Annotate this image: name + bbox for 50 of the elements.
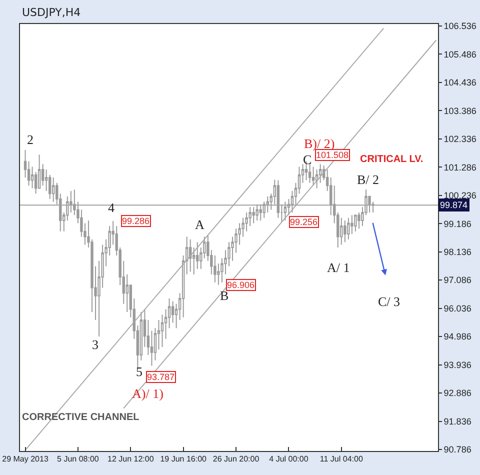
y-tick-label: 93.936 — [444, 360, 472, 370]
annotation: C/ 3 — [378, 294, 400, 309]
y-tick-label: 91.836 — [444, 416, 472, 426]
annotation: B)/ 2) — [304, 136, 335, 151]
y-tick-label: 103.386 — [444, 106, 476, 116]
y-tick-label: 106.536 — [444, 21, 476, 32]
annotation: CORRECTIVE CHANNEL — [22, 412, 140, 423]
annotation: A)/ 1) — [132, 386, 164, 401]
y-tick-label: 99.186 — [444, 218, 472, 229]
annotation: 99.286 — [122, 216, 150, 226]
y-tick-label: 104.436 — [444, 78, 476, 88]
x-tick-label: 26 Jun 20:00 — [212, 454, 260, 464]
annotation: A — [195, 217, 205, 232]
x-tick-label: 12 Jun 12:00 — [108, 454, 154, 464]
candlestick — [354, 214, 357, 232]
annotation: 93.787 — [147, 372, 175, 382]
annotation: B/ 2 — [357, 172, 380, 187]
x-tick-label: 5 Jun 08:00 — [57, 454, 100, 464]
y-tick-label: 102.336 — [444, 134, 476, 144]
x-tick-label: 4 Jul 00:00 — [269, 454, 309, 464]
annotation: 4 — [108, 200, 115, 215]
annotation: 5 — [136, 364, 142, 379]
y-tick-label: 100.236 — [444, 190, 476, 201]
y-tick-label: 96.036 — [444, 303, 472, 314]
y-tick-label: 94.986 — [444, 332, 472, 342]
annotation: C — [303, 152, 312, 167]
y-tick-label: 105.486 — [444, 49, 476, 60]
candlestick — [52, 177, 55, 202]
candlestick — [347, 217, 350, 240]
annotation: 2 — [27, 132, 34, 147]
annotation: 3 — [92, 337, 98, 352]
candlestick — [344, 220, 346, 243]
annotation: 101.508 — [316, 150, 349, 160]
annotation: A/ 1 — [327, 260, 350, 275]
x-tick-label: 11 Jul 04:00 — [320, 454, 364, 464]
annotation: 99.256 — [290, 217, 318, 227]
x-tick-label: 19 Jun 16:00 — [160, 454, 208, 464]
annotation: CRITICAL LV. — [360, 154, 424, 165]
y-tick-label: 92.886 — [444, 388, 472, 398]
y-tick-label: 98.136 — [444, 247, 472, 258]
y-tick-label: 101.286 — [444, 162, 476, 172]
chart-title: USDJPY,H4 — [22, 6, 81, 19]
annotation: 96.906 — [227, 280, 255, 290]
candlestick — [189, 238, 192, 272]
y-tick-label: 97.086 — [444, 275, 472, 286]
annotation: B — [220, 288, 229, 303]
y-tick-label: 90.786 — [444, 444, 472, 455]
x-tick-label: 29 May 2013 — [2, 454, 49, 464]
candlestick — [312, 166, 315, 186]
ref-line-label: 99.874 — [440, 200, 468, 210]
